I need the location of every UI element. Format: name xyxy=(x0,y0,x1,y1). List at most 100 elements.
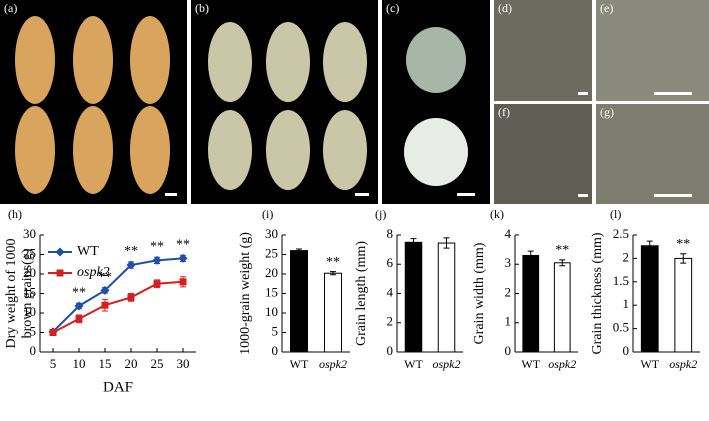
panel-label: (j) xyxy=(375,207,386,221)
panel-label: (i) xyxy=(262,207,273,221)
y-tick-label: 0 xyxy=(387,343,394,358)
y-tick-label: 2 xyxy=(505,284,512,299)
legend-marker xyxy=(56,269,64,277)
marker xyxy=(153,280,161,288)
y-tick-label: 25 xyxy=(23,245,36,260)
photo-g xyxy=(596,104,709,204)
line xyxy=(52,280,184,334)
y-tick-label: 0.5 xyxy=(613,320,629,335)
panel-label: (a) xyxy=(4,1,17,15)
panel-label: (c) xyxy=(386,1,399,15)
y-tick-label: 0 xyxy=(623,343,630,358)
y-axis-label: Grain length (mm) xyxy=(354,241,369,346)
significance: ** xyxy=(98,270,112,285)
x-tick-label: 25 xyxy=(151,356,164,371)
cross-section-ospk2 xyxy=(404,118,468,186)
y-tick-label: 5 xyxy=(272,323,279,338)
y-axis-label: brown grains(g) xyxy=(20,248,35,338)
y-axis-label: Dry weight of 1000 xyxy=(4,238,19,348)
error-bar xyxy=(680,253,687,264)
photo-d xyxy=(494,0,592,101)
photo-f xyxy=(494,104,592,204)
y-tick-label: 10 xyxy=(265,304,278,319)
scale-bars xyxy=(165,92,692,197)
panel-label: (l) xyxy=(610,207,621,221)
x-tick-label: WT xyxy=(640,357,659,371)
marker xyxy=(127,293,135,301)
panel-label: (d) xyxy=(498,1,512,15)
error-bar xyxy=(410,238,417,247)
significance: ** xyxy=(555,243,569,258)
x-tick-label: ospk2 xyxy=(669,357,697,371)
y-tick-label: 15 xyxy=(23,284,36,299)
y-tick-label: 30 xyxy=(23,226,36,241)
y-tick-label: 30 xyxy=(265,226,278,241)
marker xyxy=(75,315,83,323)
marker xyxy=(178,253,188,263)
y-tick-label: 0 xyxy=(272,343,279,358)
bar xyxy=(553,262,571,353)
marker xyxy=(126,260,136,270)
panel-label: (h) xyxy=(8,207,22,221)
y-tick-label: 4 xyxy=(387,284,394,299)
photos xyxy=(0,0,709,204)
marker xyxy=(49,329,57,336)
panel-label: (b) xyxy=(195,1,209,15)
significance: ** xyxy=(326,255,340,270)
y-tick-label: 0 xyxy=(30,343,37,358)
y-tick-label: 4 xyxy=(505,226,512,241)
bar xyxy=(290,250,308,353)
x-tick-label: 10 xyxy=(73,356,86,371)
x-tick-label: WT xyxy=(404,357,423,371)
x-tick-label: 30 xyxy=(177,356,190,371)
y-tick-label: 1 xyxy=(623,296,630,311)
bar xyxy=(640,245,659,353)
panel-label: (k) xyxy=(490,207,504,221)
significance: ** xyxy=(72,285,86,300)
legend-label: ospk2 xyxy=(77,265,110,280)
photo-e xyxy=(596,0,709,101)
legend-label: WT xyxy=(77,244,99,259)
bar xyxy=(404,241,423,353)
x-tick-label: ospk2 xyxy=(433,357,461,371)
bar xyxy=(324,272,342,353)
bar xyxy=(674,257,693,353)
error-bar xyxy=(559,259,566,267)
x-tick-label: WT xyxy=(521,357,540,371)
y-tick-label: 0 xyxy=(505,343,512,358)
error-bar xyxy=(330,271,336,276)
line xyxy=(52,257,184,333)
grains-a xyxy=(15,16,170,194)
error-bar xyxy=(527,250,534,261)
x-axis-label: DAF xyxy=(103,379,133,395)
y-axis-label: Grain thickness (mm) xyxy=(590,232,605,354)
y-tick-label: 2 xyxy=(623,249,630,264)
y-tick-label: 8 xyxy=(387,226,394,241)
y-tick-label: 1 xyxy=(505,314,512,329)
y-axis-label: Grain width (mm) xyxy=(472,242,487,344)
x-tick-label: 15 xyxy=(99,356,112,371)
y-tick-label: 2 xyxy=(387,314,394,329)
marker xyxy=(179,278,187,286)
grains-b xyxy=(208,22,367,190)
marker xyxy=(74,301,84,311)
x-tick-label: ospk2 xyxy=(319,357,347,371)
y-tick-label: 3 xyxy=(505,255,512,270)
y-tick-label: 1.5 xyxy=(613,273,629,288)
significance: ** xyxy=(150,239,164,254)
y-tick-label: 25 xyxy=(265,245,278,260)
y-tick-label: 5 xyxy=(30,323,37,338)
x-tick-label: 5 xyxy=(50,356,57,371)
marker xyxy=(100,285,110,295)
significance: ** xyxy=(124,244,138,259)
x-tick-label: ospk2 xyxy=(548,357,576,371)
y-axis-label: 1000-grain weight (g) xyxy=(238,232,253,355)
x-tick-label: 20 xyxy=(125,356,138,371)
y-tick-label: 20 xyxy=(265,265,278,280)
error-bar xyxy=(646,240,653,251)
panel-label: (g) xyxy=(600,105,614,119)
error-bar xyxy=(443,237,450,249)
bar xyxy=(522,254,540,353)
significance: ** xyxy=(176,237,190,252)
